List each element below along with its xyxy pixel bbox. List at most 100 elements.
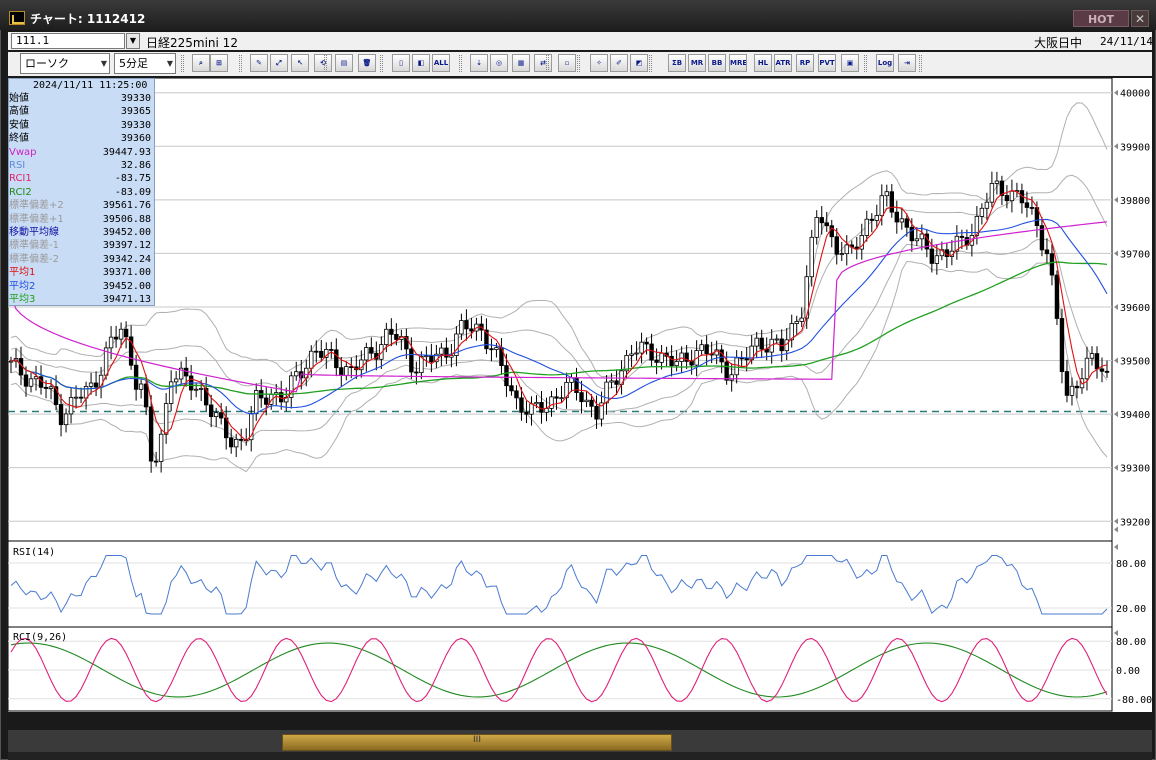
blank-icon[interactable]: ▫ (558, 54, 576, 72)
bar-timestamp: 2024/11/11 11:25:00 (33, 80, 148, 91)
candle-body (824, 222, 829, 227)
candle-split-icon[interactable]: ◧ (412, 54, 430, 72)
frame-icon[interactable]: ▣ (841, 54, 859, 72)
ohlc-row: 標準偏差+1 39506.88 (9, 213, 154, 226)
axis-tick-icon (1114, 250, 1118, 257)
pvt-icon[interactable]: PVT (818, 54, 836, 72)
toolbar-separator (649, 55, 652, 72)
mr-icon[interactable]: MR (688, 54, 706, 72)
candle-body (1024, 202, 1030, 208)
list-icon[interactable]: ▤ (335, 54, 353, 72)
candle-body (1094, 353, 1100, 370)
sigma-icon[interactable]: ΣB (668, 54, 686, 72)
candle-body (774, 338, 779, 341)
close-icon[interactable]: ✕ (1131, 10, 1149, 27)
interval-select[interactable]: 5分足 ▼ (114, 53, 176, 74)
ohlc-label: 終値 (9, 133, 29, 145)
mre-icon[interactable]: MRE (729, 54, 747, 72)
rp-icon[interactable]: RP (796, 54, 814, 72)
symbol-code-input[interactable]: 111.1 (11, 33, 125, 49)
candle-body (599, 402, 604, 420)
chart-type-select[interactable]: ローソク ▼ (20, 53, 110, 74)
candle-body (1074, 385, 1080, 389)
exit-icon[interactable]: ⇥ (898, 54, 916, 72)
ohlc-row: RCI1 -83.75 (9, 172, 154, 185)
candle-body (454, 333, 459, 356)
ohlc-label: 平均3 (9, 294, 36, 305)
main-plot-frame (8, 78, 1113, 542)
ohlc-value: 39330 (120, 93, 151, 104)
toolbar-separator (864, 55, 867, 72)
candle-body (294, 371, 299, 377)
all-icon[interactable]: ALL (432, 54, 450, 72)
chevron-down-icon[interactable]: ▼ (126, 33, 140, 49)
brush-icon[interactable]: ✐ (610, 54, 628, 72)
candle-body (1049, 253, 1055, 276)
trash-icon[interactable]: 🗑 (358, 54, 376, 72)
toolbar-separator (577, 55, 580, 72)
candle-body (143, 383, 149, 408)
candle-body (769, 338, 774, 353)
candle-body (88, 382, 94, 387)
price-tick-label: 39600 (1120, 303, 1150, 314)
rsi-plot-frame (8, 540, 1113, 628)
candle-body (369, 347, 374, 354)
layout-icon[interactable]: ⊞ (210, 54, 228, 72)
toolbar-separator (919, 55, 922, 72)
zoom-icon[interactable]: ⌕ (192, 54, 210, 72)
candle-body (844, 244, 849, 255)
scroll-track[interactable] (8, 752, 1152, 760)
color-icon[interactable]: ◩ (630, 54, 648, 72)
candle-body (1004, 195, 1010, 202)
price-axis (1112, 78, 1152, 712)
search-target-icon[interactable]: ◎ (490, 54, 508, 72)
candle-body (959, 235, 965, 238)
ohlc-row: RSI 32.86 (9, 159, 154, 172)
ohlc-label: 始値 (9, 93, 29, 104)
scroll-thumb[interactable] (282, 734, 672, 751)
candle-body (999, 180, 1005, 196)
candle-body (23, 374, 29, 387)
ohlc-row: 標準偏差+2 39561.76 (9, 199, 154, 212)
bb-icon[interactable]: BB (708, 54, 726, 72)
candle-body (704, 344, 709, 355)
pencil-icon[interactable]: ✎ (250, 54, 268, 72)
candle-body (859, 235, 864, 250)
candle-body (78, 396, 84, 399)
candle-body (123, 328, 129, 338)
candle-body (113, 336, 119, 340)
line-draw-icon[interactable]: ⤢ (270, 54, 288, 72)
price-chart[interactable]: 40000 39900 39800 39700 39600 39500 39400 39300… (8, 78, 1152, 712)
hot-button[interactable]: HOT (1073, 10, 1129, 27)
candle-body (1089, 353, 1095, 359)
candle-body (218, 412, 224, 419)
candle-body (213, 412, 219, 418)
title-bar[interactable]: チャート: 1112412 HOT ✕ (0, 0, 1156, 30)
cursor-icon[interactable]: ↖ (291, 54, 309, 72)
candle-body (539, 402, 544, 413)
ohlc-value: 39342.24 (102, 253, 151, 265)
candle-body (148, 406, 154, 462)
pattern-icon[interactable]: ✧ (590, 54, 608, 72)
candle-body (889, 191, 895, 213)
bar-chart-icon[interactable]: ▦ (512, 54, 530, 72)
ohlc-row: 平均1 39371.00 (9, 266, 154, 279)
candle-body (724, 361, 729, 381)
hl-icon[interactable]: HL (754, 54, 772, 72)
atr-icon[interactable]: ATR (774, 54, 792, 72)
scroll-down-icon[interactable]: ⇣ (470, 54, 488, 72)
ohlc-value: 32.86 (120, 160, 151, 171)
candle-body (239, 438, 244, 441)
compare-icon[interactable]: ⇄ (534, 54, 552, 72)
bollinger-band-line (10, 174, 1108, 392)
axis-tick-icon (1114, 526, 1118, 533)
log-icon[interactable]: Log (876, 54, 894, 72)
axis-tick-icon (1114, 196, 1118, 203)
candle-body (549, 396, 554, 409)
candle-icon[interactable]: ▯ (392, 54, 410, 72)
candle-body (43, 386, 49, 389)
candle-body (1029, 207, 1035, 209)
redo-icon[interactable]: ⟲ (314, 54, 332, 72)
candle-body (654, 359, 659, 363)
candle-body (229, 437, 234, 448)
